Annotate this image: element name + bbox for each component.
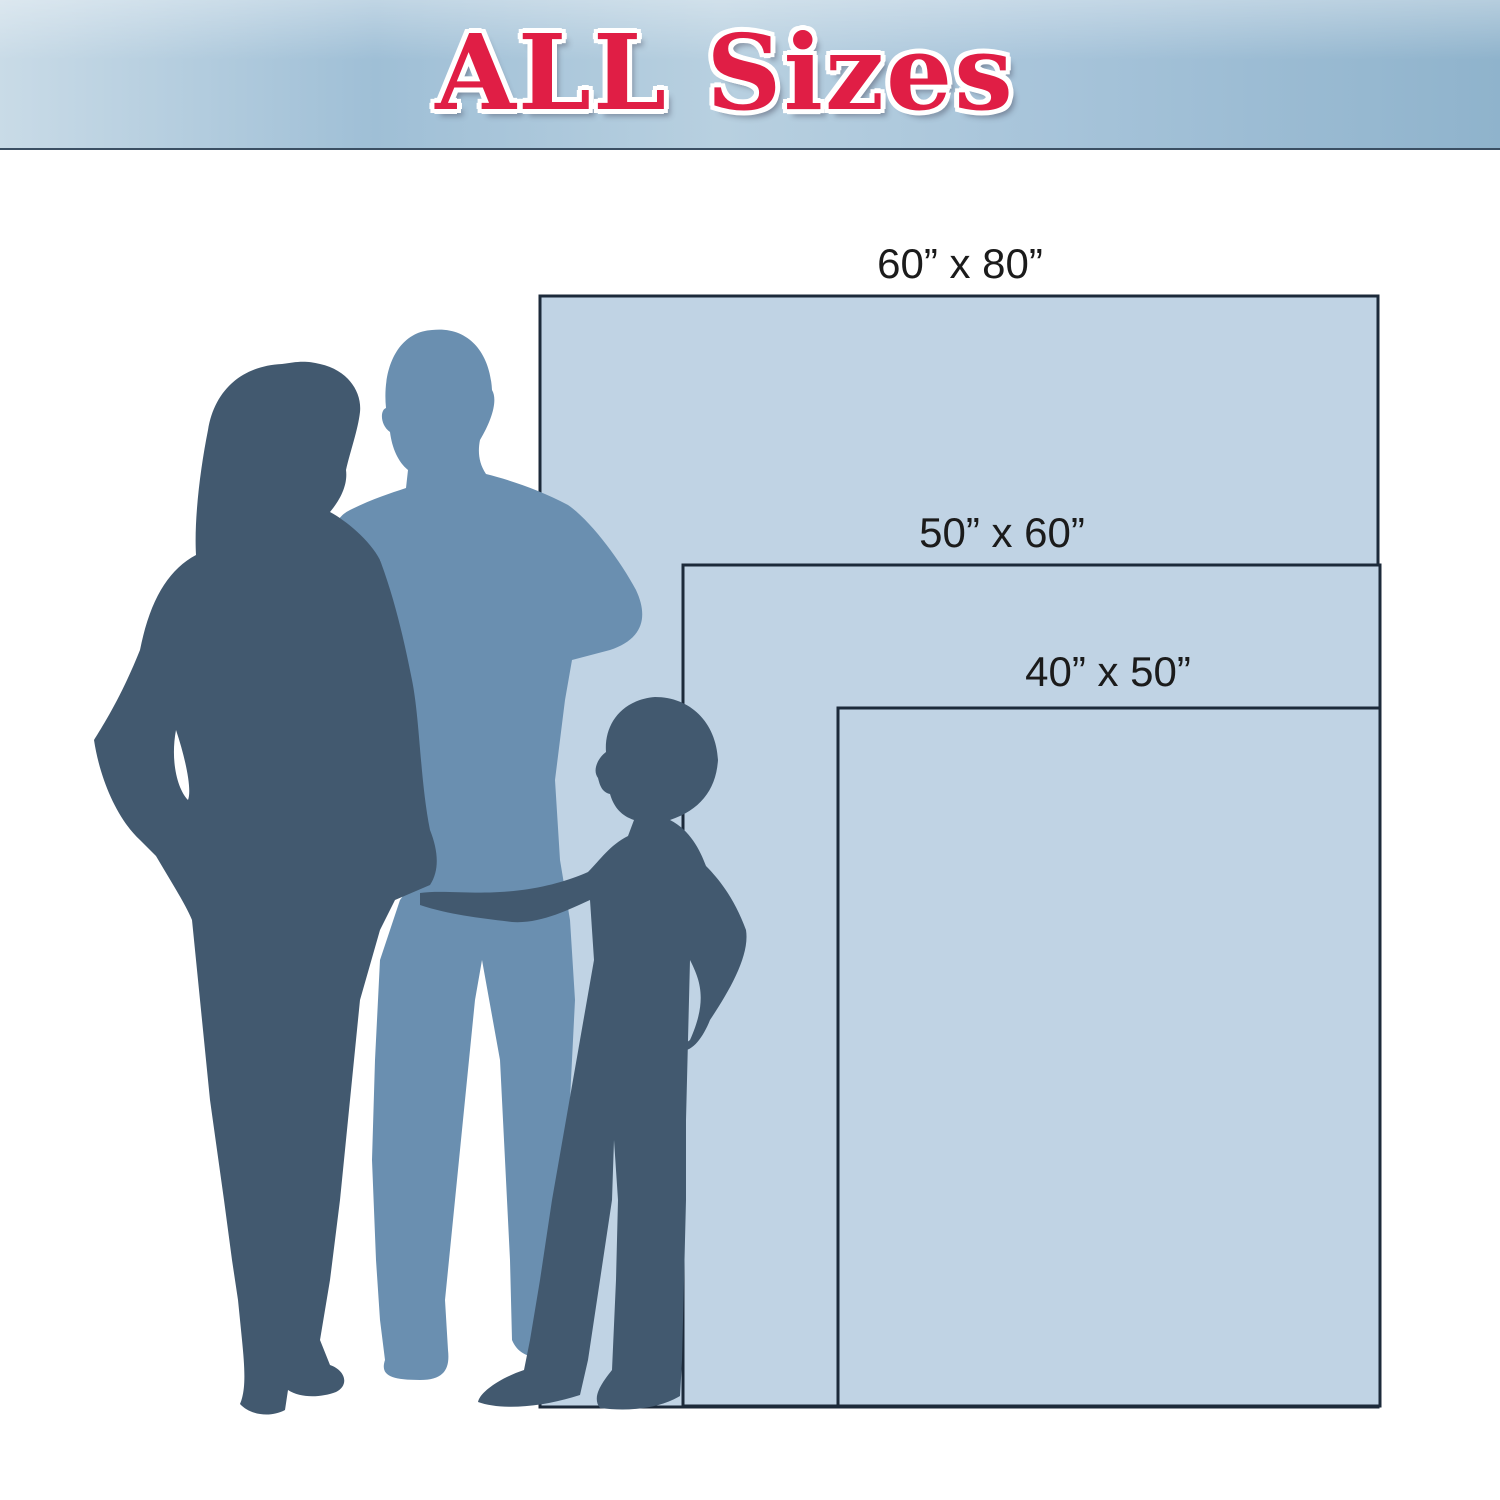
size-label-medium: 50” x 60” [919,509,1085,556]
header-banner: ALL Sizes [0,0,1500,150]
woman-silhouette [94,361,437,1415]
banner-sheen [0,0,1500,60]
blanket-small [836,706,1382,1408]
banner-title: ALL Sizes [435,11,1015,134]
child-silhouette [420,697,747,1410]
size-label-large: 60” x 80” [877,240,1043,287]
size-label-small: 40” x 50” [1025,648,1191,695]
man-silhouette [335,329,643,1380]
